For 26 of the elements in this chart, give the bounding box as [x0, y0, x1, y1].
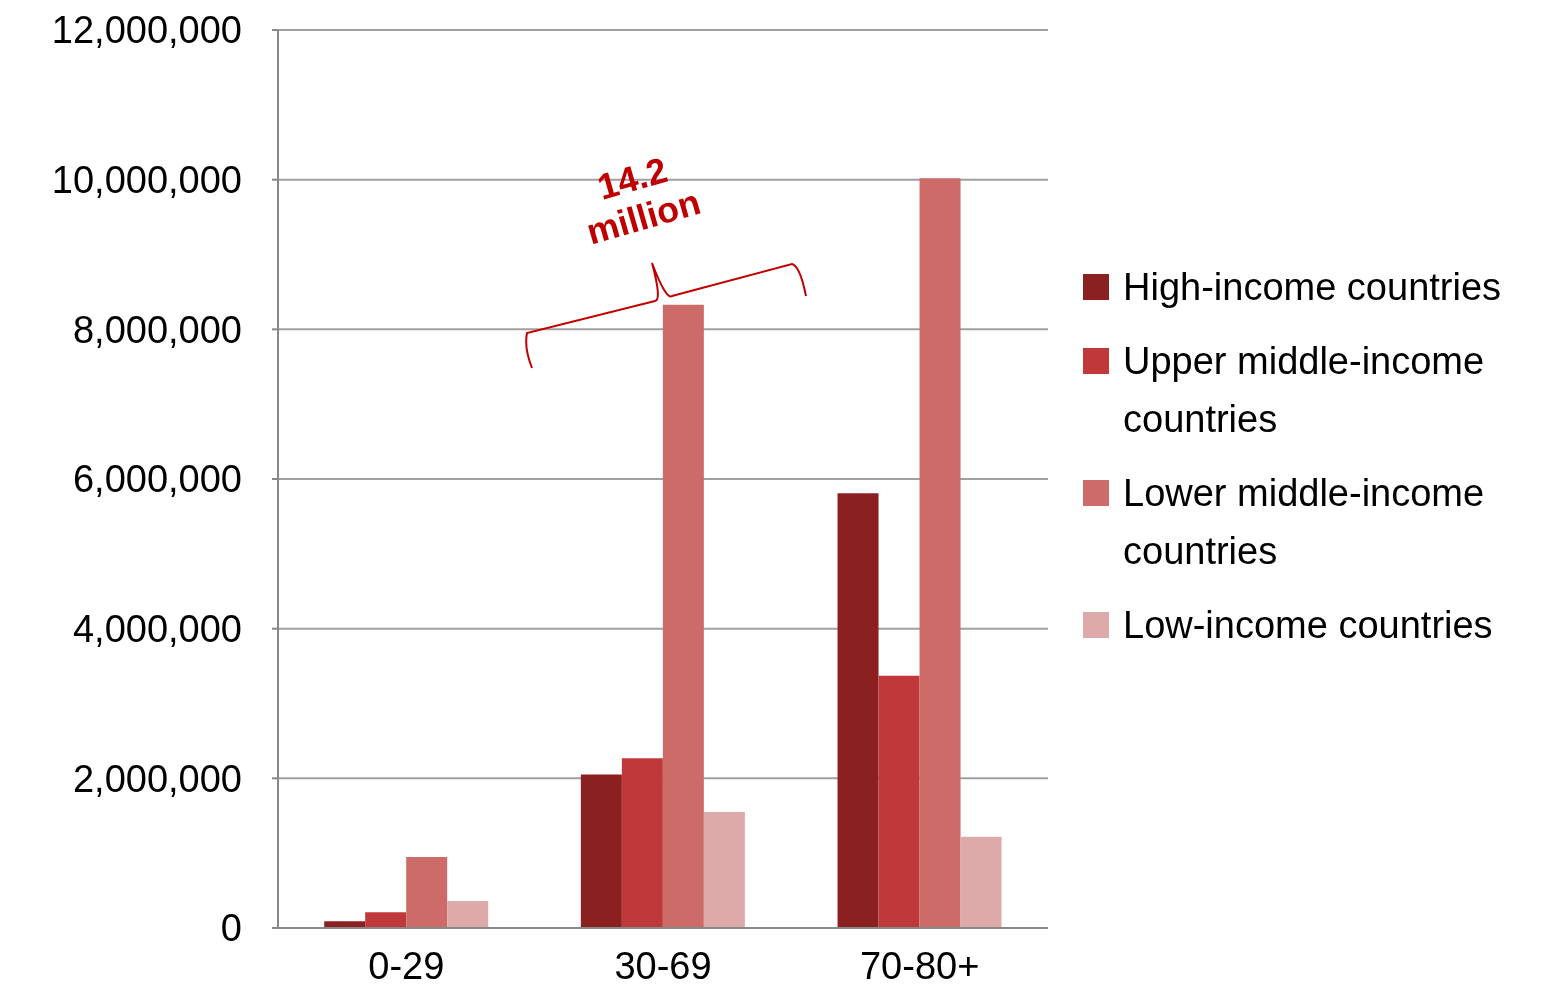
annotation: 14.2 million — [580, 147, 706, 255]
x-tick-label: 70-80+ — [859, 944, 980, 987]
bar — [837, 493, 879, 928]
legend-label: Low-income countries — [1123, 603, 1494, 648]
bar — [447, 901, 489, 928]
legend-label: Lower middle-income countries — [1123, 471, 1486, 574]
bar — [365, 912, 407, 928]
y-tick-label: 6,000,000 — [72, 458, 242, 501]
y-tick-label: 12,000,000 — [51, 9, 242, 52]
legend-label: Upper middle-income countries — [1123, 339, 1486, 442]
bar — [662, 304, 704, 928]
y-tick-label: 4,000,000 — [72, 608, 242, 651]
y-tick-label: 8,000,000 — [72, 308, 242, 351]
legend-label: High-income countries — [1123, 265, 1503, 310]
bar — [703, 812, 745, 928]
y-tick-label: 2,000,000 — [72, 757, 242, 800]
y-tick-label: 0 — [220, 907, 242, 950]
y-tick-label: 10,000,000 — [51, 159, 242, 202]
x-tick-label: 0-29 — [368, 944, 445, 987]
bar — [878, 675, 920, 928]
bar — [919, 178, 961, 928]
bar — [960, 836, 1002, 928]
bar — [580, 774, 622, 928]
x-tick-label: 30-69 — [614, 944, 712, 987]
bar — [621, 758, 663, 928]
bar — [406, 856, 448, 928]
